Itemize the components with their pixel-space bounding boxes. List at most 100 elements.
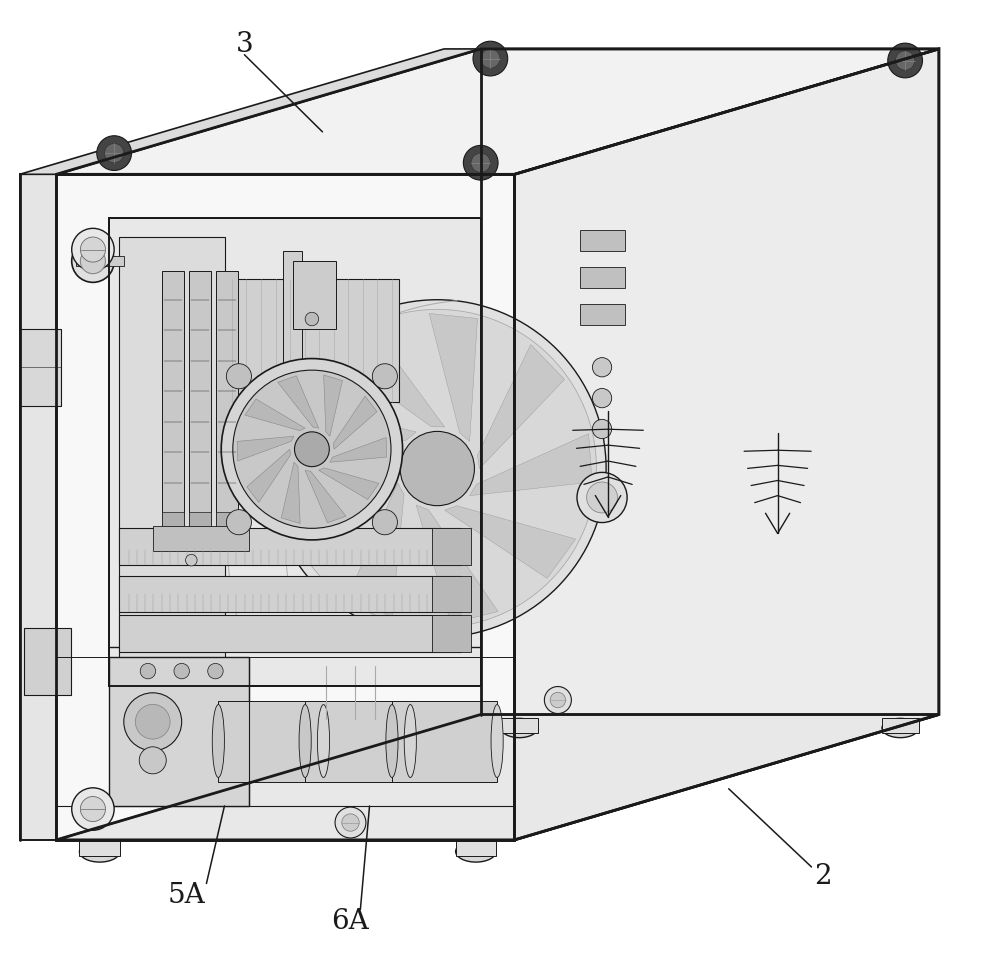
Polygon shape <box>56 715 939 839</box>
Polygon shape <box>237 437 294 461</box>
Polygon shape <box>882 719 919 733</box>
Polygon shape <box>580 230 625 251</box>
Polygon shape <box>56 174 514 839</box>
Ellipse shape <box>317 704 330 778</box>
Polygon shape <box>392 700 497 781</box>
Polygon shape <box>216 270 238 526</box>
Polygon shape <box>333 396 377 449</box>
Polygon shape <box>348 483 404 617</box>
Polygon shape <box>324 375 342 437</box>
Circle shape <box>80 797 105 821</box>
Polygon shape <box>330 438 387 463</box>
Circle shape <box>80 237 105 262</box>
Circle shape <box>481 49 500 69</box>
Circle shape <box>592 419 612 439</box>
Polygon shape <box>429 313 477 441</box>
Polygon shape <box>580 267 625 288</box>
Text: 5A: 5A <box>168 882 205 909</box>
Polygon shape <box>216 512 238 526</box>
Polygon shape <box>153 526 249 551</box>
Polygon shape <box>305 700 410 781</box>
Ellipse shape <box>386 704 398 778</box>
Ellipse shape <box>501 719 538 738</box>
Circle shape <box>221 358 403 540</box>
Circle shape <box>226 510 251 535</box>
Circle shape <box>72 240 114 282</box>
Ellipse shape <box>404 704 416 778</box>
Circle shape <box>372 364 397 388</box>
Ellipse shape <box>491 704 503 778</box>
Circle shape <box>400 432 474 505</box>
Polygon shape <box>445 506 576 579</box>
Polygon shape <box>501 719 538 733</box>
Text: 2: 2 <box>814 863 832 890</box>
Circle shape <box>587 482 617 513</box>
Polygon shape <box>189 512 211 526</box>
Polygon shape <box>76 256 124 266</box>
Polygon shape <box>331 327 445 427</box>
Circle shape <box>294 432 329 467</box>
Circle shape <box>97 136 132 170</box>
Circle shape <box>139 747 166 774</box>
Circle shape <box>186 554 197 566</box>
Circle shape <box>305 312 319 326</box>
Polygon shape <box>477 345 565 469</box>
Polygon shape <box>218 700 323 781</box>
Ellipse shape <box>79 840 120 862</box>
Polygon shape <box>109 657 249 807</box>
Polygon shape <box>119 615 461 652</box>
Ellipse shape <box>456 840 496 862</box>
Circle shape <box>544 687 571 714</box>
Ellipse shape <box>212 704 224 778</box>
Ellipse shape <box>882 719 919 738</box>
Polygon shape <box>432 615 471 652</box>
Polygon shape <box>119 237 225 686</box>
Polygon shape <box>79 840 120 856</box>
Polygon shape <box>56 49 939 174</box>
Polygon shape <box>278 376 319 428</box>
Circle shape <box>174 664 189 679</box>
Polygon shape <box>283 251 302 386</box>
Circle shape <box>72 788 114 830</box>
Circle shape <box>208 664 223 679</box>
Polygon shape <box>305 470 346 523</box>
Polygon shape <box>287 454 398 554</box>
Circle shape <box>72 228 114 270</box>
Polygon shape <box>456 840 496 856</box>
Circle shape <box>268 299 606 638</box>
Circle shape <box>592 388 612 408</box>
Circle shape <box>105 144 124 162</box>
Circle shape <box>577 472 627 523</box>
Polygon shape <box>24 628 71 696</box>
Circle shape <box>233 370 391 528</box>
Polygon shape <box>293 261 336 328</box>
Ellipse shape <box>299 704 311 778</box>
Polygon shape <box>432 576 471 612</box>
Polygon shape <box>245 399 305 431</box>
Circle shape <box>463 146 498 180</box>
Polygon shape <box>416 505 498 623</box>
Circle shape <box>895 51 915 71</box>
Polygon shape <box>247 449 291 502</box>
Circle shape <box>278 309 596 628</box>
Polygon shape <box>319 468 379 499</box>
Polygon shape <box>225 278 399 402</box>
Polygon shape <box>20 328 61 406</box>
Polygon shape <box>119 528 461 565</box>
Circle shape <box>226 364 251 388</box>
Circle shape <box>335 808 366 838</box>
Polygon shape <box>119 576 461 612</box>
Polygon shape <box>162 270 184 526</box>
Circle shape <box>140 664 156 679</box>
Circle shape <box>80 248 105 273</box>
Circle shape <box>592 357 612 377</box>
Circle shape <box>372 510 397 535</box>
Polygon shape <box>162 512 184 526</box>
Polygon shape <box>432 528 471 565</box>
Circle shape <box>124 693 182 751</box>
Polygon shape <box>20 174 56 839</box>
Circle shape <box>342 814 359 831</box>
Circle shape <box>473 42 508 76</box>
Polygon shape <box>109 217 481 686</box>
Text: 3: 3 <box>236 31 253 58</box>
